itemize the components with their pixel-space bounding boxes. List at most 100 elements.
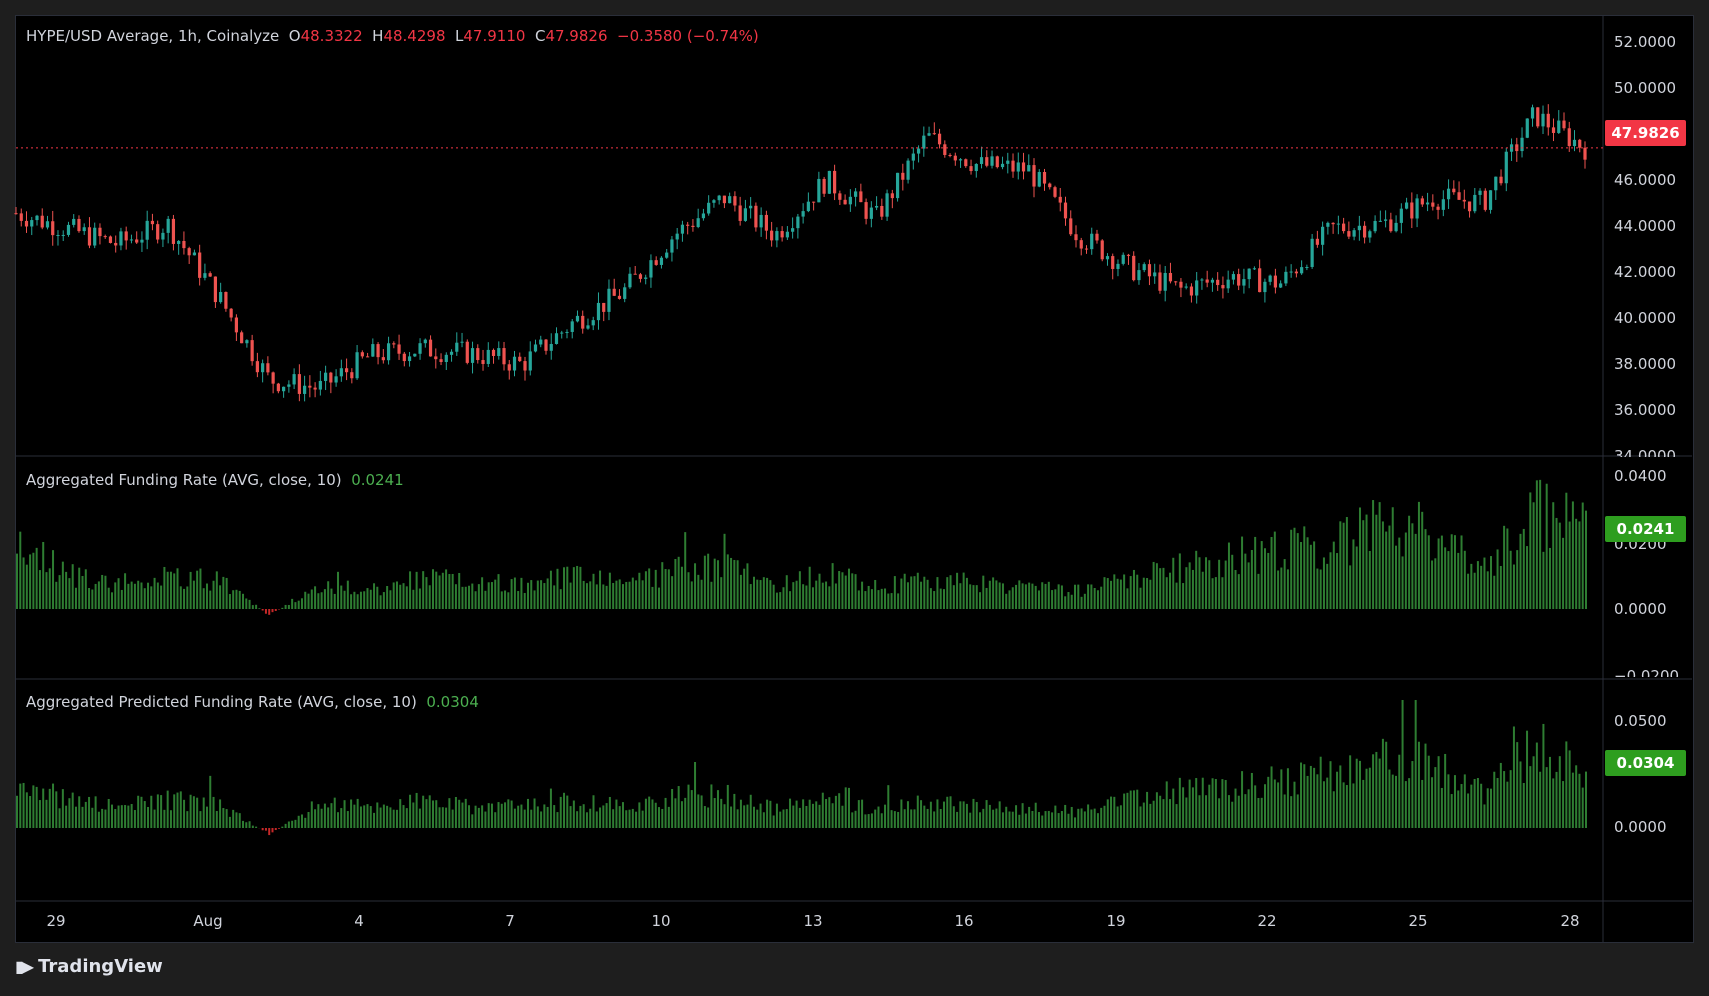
candle-body <box>45 221 50 228</box>
histogram-bar <box>847 568 850 609</box>
histogram-bar <box>884 588 887 609</box>
histogram-bar <box>962 801 965 828</box>
histogram-bar <box>1142 577 1145 609</box>
histogram-bar <box>42 541 45 609</box>
histogram-bar <box>156 582 159 609</box>
histogram-bar <box>1401 700 1404 828</box>
histogram-bar <box>1421 779 1424 828</box>
histogram-bar <box>638 802 641 828</box>
histogram-bar <box>625 581 628 609</box>
histogram-bar <box>117 805 120 828</box>
histogram-bar <box>29 554 32 609</box>
histogram-bar <box>897 593 900 609</box>
candle-body <box>1231 274 1236 280</box>
histogram-bar <box>147 806 150 828</box>
histogram-bar <box>1283 794 1286 828</box>
histogram-bar <box>785 575 788 609</box>
histogram-bar <box>1581 787 1584 828</box>
histogram-bar <box>458 799 461 828</box>
histogram-bar <box>320 592 323 609</box>
histogram-bar <box>1300 541 1303 609</box>
histogram-bar <box>949 796 952 828</box>
histogram-bar <box>671 788 674 828</box>
histogram-bar <box>644 571 647 609</box>
histogram-bar <box>350 799 353 828</box>
histogram-bar <box>1473 572 1476 609</box>
histogram-bar <box>713 798 716 828</box>
histogram-bar <box>1054 805 1057 828</box>
candle-body <box>465 341 469 363</box>
histogram-bar <box>94 583 97 609</box>
chart-frame[interactable] <box>15 15 1694 943</box>
histogram-bar <box>1342 782 1345 828</box>
histogram-bar <box>723 533 726 609</box>
candle-body <box>1483 190 1487 210</box>
histogram-bar <box>618 806 621 828</box>
candle-body <box>853 191 858 197</box>
histogram-bar <box>1545 483 1548 609</box>
candle-body <box>717 195 721 201</box>
histogram-bar <box>543 804 546 828</box>
histogram-bar <box>985 800 988 828</box>
histogram-bar <box>219 585 222 609</box>
histogram-bar <box>831 803 834 828</box>
histogram-bar <box>1254 536 1257 609</box>
histogram-bar <box>1329 552 1332 609</box>
histogram-bar <box>1467 793 1470 828</box>
histogram-bar <box>84 569 87 609</box>
histogram-bar <box>726 784 729 828</box>
histogram-bar <box>1139 806 1142 828</box>
histogram-bar <box>1103 805 1106 828</box>
histogram-bar <box>68 578 71 609</box>
histogram-bar <box>703 555 706 609</box>
histogram-bar <box>1424 743 1427 828</box>
histogram-bar <box>988 580 991 609</box>
histogram-bar <box>1126 588 1129 609</box>
histogram-bar <box>199 568 202 609</box>
histogram-bar <box>435 800 438 828</box>
histogram-bar <box>533 798 536 828</box>
histogram-bar <box>1368 767 1371 828</box>
predicted-legend[interactable]: Aggregated Predicted Funding Rate (AVG, … <box>26 693 479 711</box>
histogram-bar <box>392 582 395 609</box>
histogram-bar <box>608 796 611 828</box>
histogram-bar <box>431 800 434 828</box>
histogram-bar <box>1303 764 1306 828</box>
candle-body <box>1084 248 1089 250</box>
histogram-bar <box>825 798 828 828</box>
histogram-bar <box>815 801 818 828</box>
funding-legend[interactable]: Aggregated Funding Rate (AVG, close, 10)… <box>26 471 404 489</box>
histogram-bar <box>1037 590 1040 609</box>
histogram-bar <box>811 587 814 609</box>
histogram-bar <box>55 791 58 828</box>
histogram-bar <box>441 572 444 609</box>
tradingview-logo[interactable]: ▮▶ TradingView <box>15 956 163 977</box>
histogram-bar <box>1372 754 1375 828</box>
histogram-bar <box>183 799 186 828</box>
histogram-bar <box>448 573 451 609</box>
candle-body <box>1415 198 1419 219</box>
candle-body <box>156 224 160 240</box>
histogram-bar <box>1152 800 1155 828</box>
histogram-bar <box>1169 572 1172 609</box>
histogram-bar <box>192 796 195 828</box>
histogram-bar <box>1165 577 1168 609</box>
histogram-bar <box>225 809 228 828</box>
histogram-bar <box>205 583 208 609</box>
histogram-bar <box>733 793 736 828</box>
candle-body <box>565 331 569 333</box>
histogram-bar <box>1336 771 1339 828</box>
histogram-bar <box>1093 808 1096 828</box>
histogram-bar <box>61 561 64 609</box>
histogram-bar <box>992 809 995 828</box>
histogram-bar <box>1227 795 1230 828</box>
histogram-bar <box>389 807 392 828</box>
symbol-label[interactable]: HYPE/USD Average, 1h, Coinalyze <box>26 27 280 45</box>
histogram-bar <box>1490 556 1493 609</box>
candle-body <box>376 344 380 358</box>
candle-body <box>324 372 328 381</box>
histogram-bar <box>680 566 683 609</box>
histogram-bar <box>523 809 526 828</box>
histogram-bar <box>1227 542 1230 609</box>
